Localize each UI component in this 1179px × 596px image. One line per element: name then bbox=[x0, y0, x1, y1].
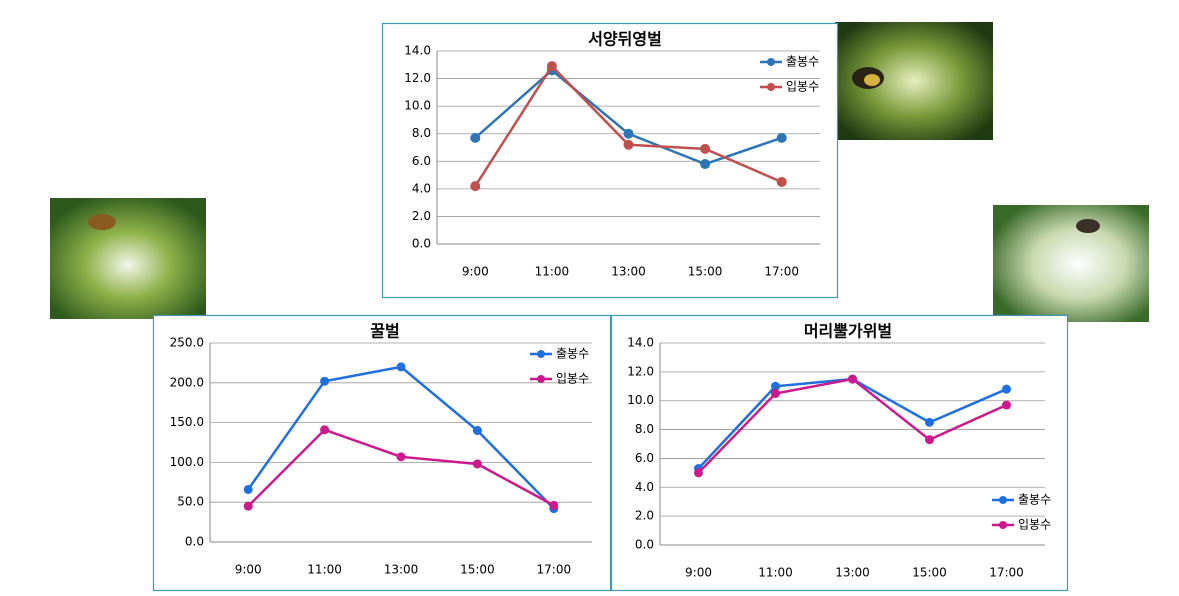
point bbox=[1002, 400, 1011, 410]
y-tick-label: 100.0 bbox=[170, 455, 204, 469]
legend-label: 입봉수 bbox=[556, 372, 589, 386]
y-tick-label: 8.0 bbox=[635, 422, 654, 436]
point bbox=[925, 435, 934, 445]
y-tick-label: 0.0 bbox=[185, 535, 204, 549]
chart-frame bbox=[152, 314, 612, 592]
y-tick-label: 0.0 bbox=[635, 538, 654, 552]
chart: 서양뒤영벌 0.0 2.0 4.0 6.0 8.0 10.0 12.0 14.0 9:00 11:0… bbox=[381, 22, 839, 299]
point bbox=[1002, 384, 1011, 394]
photo-mason-bee bbox=[993, 205, 1149, 322]
y-tick-label: 14.0 bbox=[627, 336, 654, 350]
y-tick-label: 8.0 bbox=[412, 126, 431, 140]
point bbox=[320, 425, 330, 435]
chart-frame bbox=[381, 22, 839, 299]
x-tick-label: 11:00 bbox=[307, 563, 342, 577]
legend-marker bbox=[999, 496, 1007, 504]
y-tick-label: 50.0 bbox=[177, 495, 204, 509]
chart-title: 꿀벌 bbox=[370, 322, 399, 341]
x-tick-label: 9:00 bbox=[235, 563, 262, 577]
y-tick-label: 4.0 bbox=[635, 480, 654, 494]
legend-marker bbox=[767, 83, 775, 91]
chart: 꿀벌 0.0 50.0 100.0 150.0 200.0 250.0 9:00 11:00 13… bbox=[152, 314, 612, 592]
point bbox=[320, 376, 330, 386]
y-tick-label: 12.0 bbox=[627, 364, 654, 378]
legend-marker bbox=[767, 58, 775, 66]
point bbox=[694, 468, 703, 478]
chart-frame bbox=[610, 314, 1069, 592]
x-tick-label: 13:00 bbox=[835, 566, 870, 580]
y-tick-label: 150.0 bbox=[170, 415, 204, 429]
y-tick-label: 0.0 bbox=[412, 237, 431, 251]
x-tick-label: 15:00 bbox=[688, 265, 723, 279]
y-tick-label: 250.0 bbox=[170, 336, 204, 350]
legend-marker bbox=[537, 375, 545, 383]
legend-label: 출봉수 bbox=[786, 55, 819, 69]
x-tick-label: 9:00 bbox=[685, 566, 712, 580]
y-tick-label: 10.0 bbox=[627, 393, 654, 407]
x-tick-label: 9:00 bbox=[462, 265, 489, 279]
point bbox=[470, 132, 481, 143]
chart-title: 머리뿔가위벌 bbox=[804, 322, 892, 341]
point bbox=[925, 417, 934, 427]
point bbox=[623, 128, 634, 139]
point bbox=[472, 426, 482, 436]
y-tick-label: 10.0 bbox=[404, 99, 431, 113]
point bbox=[243, 484, 253, 494]
point bbox=[700, 143, 711, 154]
y-tick-label: 12.0 bbox=[404, 71, 431, 85]
point bbox=[472, 459, 482, 469]
photo-bumblebee bbox=[835, 22, 993, 140]
point bbox=[623, 139, 634, 150]
point bbox=[700, 159, 711, 170]
legend-marker bbox=[537, 350, 545, 358]
x-tick-label: 17:00 bbox=[764, 265, 799, 279]
point bbox=[243, 501, 253, 511]
point bbox=[396, 362, 406, 372]
point bbox=[848, 374, 857, 384]
y-tick-label: 2.0 bbox=[635, 509, 654, 523]
x-tick-label: 11:00 bbox=[758, 566, 793, 580]
x-tick-label: 15:00 bbox=[912, 566, 947, 580]
y-tick-label: 4.0 bbox=[412, 181, 431, 195]
legend-label: 입봉수 bbox=[786, 80, 819, 94]
photo-honeybee bbox=[50, 198, 206, 319]
legend-marker bbox=[999, 521, 1007, 529]
x-tick-label: 13:00 bbox=[611, 265, 646, 279]
point bbox=[776, 176, 787, 187]
chart-title: 서양뒤영벌 bbox=[588, 30, 662, 49]
y-tick-label: 200.0 bbox=[170, 375, 204, 389]
x-tick-label: 17:00 bbox=[989, 566, 1024, 580]
point bbox=[771, 389, 780, 398]
x-tick-label: 15:00 bbox=[460, 563, 495, 577]
chart: 머리뿔가위벌 0.0 2.0 4.0 6.0 8.0 10.0 12.0 14.0 9:00 11:… bbox=[610, 314, 1069, 592]
x-tick-label: 17:00 bbox=[537, 563, 572, 577]
point bbox=[549, 500, 559, 510]
point bbox=[470, 181, 481, 192]
y-tick-label: 6.0 bbox=[635, 451, 654, 465]
point bbox=[771, 381, 780, 391]
y-tick-label: 14.0 bbox=[404, 44, 431, 58]
y-tick-label: 6.0 bbox=[412, 154, 431, 168]
legend-label: 출봉수 bbox=[1018, 493, 1051, 507]
y-tick-label: 2.0 bbox=[412, 209, 431, 223]
x-tick-label: 11:00 bbox=[535, 265, 570, 279]
point bbox=[776, 132, 787, 143]
x-tick-label: 13:00 bbox=[384, 563, 419, 577]
legend-label: 입봉수 bbox=[1018, 518, 1051, 532]
point bbox=[396, 452, 406, 462]
point bbox=[546, 61, 557, 72]
legend-label: 출봉수 bbox=[556, 347, 589, 361]
